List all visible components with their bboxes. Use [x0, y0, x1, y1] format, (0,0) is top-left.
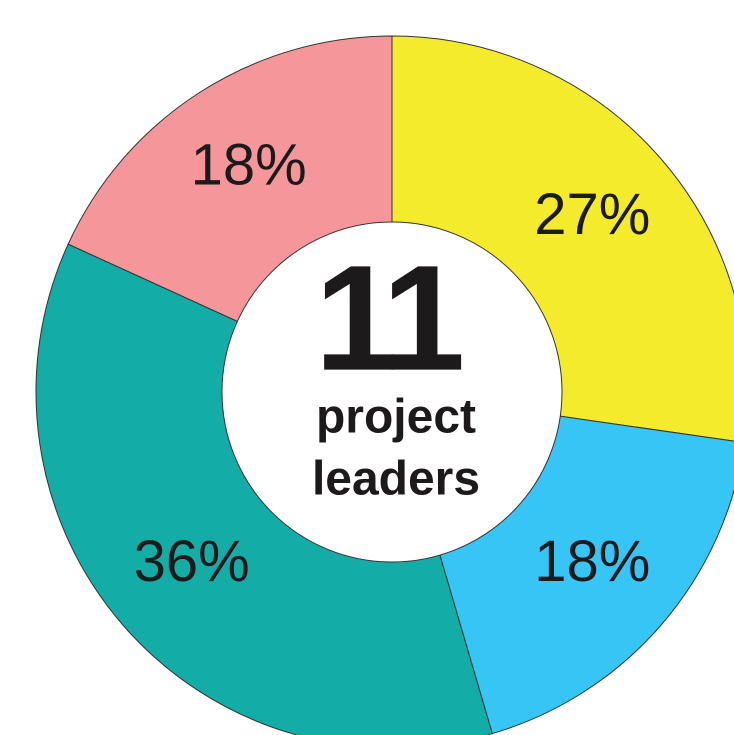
donut-hole: [221, 221, 563, 563]
slice-label: 36%: [134, 529, 250, 594]
slice-label: 18%: [191, 132, 307, 197]
center-label: project: [316, 391, 476, 444]
slice-label: 27%: [534, 182, 650, 247]
center-label: leaders: [312, 453, 480, 506]
slice-label: 18%: [534, 529, 650, 594]
center-value: 11: [315, 234, 462, 402]
